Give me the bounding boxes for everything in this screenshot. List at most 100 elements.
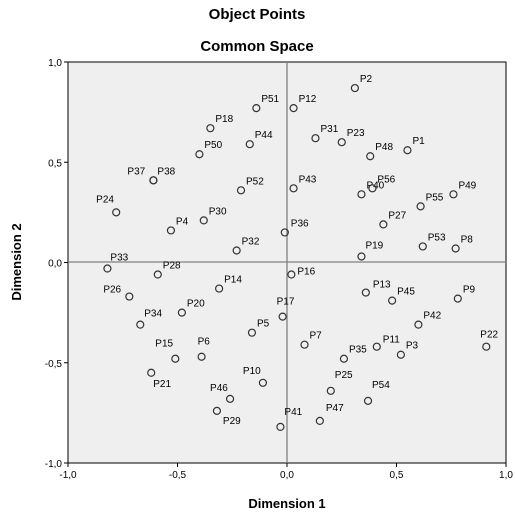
point-label-p9: P9 — [463, 285, 476, 296]
x-axis-title: Dimension 1 — [248, 496, 325, 511]
point-label-p37: P37 — [127, 166, 145, 177]
point-label-p13: P13 — [373, 280, 391, 291]
point-label-p34: P34 — [144, 309, 162, 320]
point-label-p45: P45 — [397, 287, 415, 298]
y-tick-label: -1,0 — [45, 459, 63, 470]
point-label-p19: P19 — [365, 240, 383, 251]
point-label-p43: P43 — [299, 174, 317, 185]
point-label-p35: P35 — [349, 345, 367, 356]
point-label-p14: P14 — [224, 275, 242, 286]
point-marker-p50 — [195, 150, 204, 159]
point-marker-p14 — [215, 284, 224, 293]
point-marker-p35 — [339, 354, 349, 363]
point-marker-p5 — [247, 328, 257, 337]
point-marker-p7 — [300, 340, 309, 349]
point-label-p42: P42 — [423, 311, 441, 322]
point-label-p26: P26 — [103, 285, 121, 296]
point-label-p16: P16 — [297, 267, 315, 278]
point-label-p11: P11 — [383, 335, 400, 346]
point-marker-p16 — [287, 270, 296, 279]
point-label-p8: P8 — [461, 234, 474, 245]
point-marker-p3 — [396, 350, 405, 359]
point-label-p21: P21 — [153, 379, 171, 390]
point-marker-p41 — [276, 422, 285, 432]
point-marker-p45 — [388, 296, 397, 305]
point-marker-p46 — [225, 394, 235, 403]
point-label-p30: P30 — [209, 206, 227, 217]
point-marker-p53 — [418, 242, 427, 251]
point-marker-p30 — [199, 216, 208, 225]
point-label-p2: P2 — [360, 74, 373, 85]
point-marker-p28 — [153, 270, 162, 279]
point-marker-p10 — [258, 378, 268, 387]
point-marker-p47 — [315, 416, 324, 425]
point-label-p54: P54 — [372, 380, 390, 391]
point-marker-p8 — [451, 244, 460, 253]
point-label-p49: P49 — [458, 180, 476, 191]
point-label-p25: P25 — [335, 370, 353, 381]
y-tick-label: 0,5 — [48, 158, 62, 169]
point-marker-p44 — [245, 140, 254, 149]
point-marker-p29 — [212, 406, 222, 415]
point-marker-p54 — [363, 396, 373, 405]
point-marker-p12 — [289, 104, 298, 113]
chart-subtitle: Common Space — [200, 38, 313, 55]
point-label-p41: P41 — [284, 407, 302, 418]
point-label-p17: P17 — [277, 297, 295, 308]
point-label-p3: P3 — [406, 341, 419, 352]
point-label-p23: P23 — [347, 128, 365, 139]
point-label-p33: P33 — [110, 253, 128, 264]
point-label-p50: P50 — [204, 140, 222, 151]
point-marker-p19 — [357, 252, 366, 261]
point-marker-p15 — [171, 354, 180, 363]
y-tick-label: -0,5 — [45, 359, 63, 370]
chart-title: Object Points — [209, 6, 306, 23]
point-marker-p49 — [449, 190, 458, 199]
point-label-p48: P48 — [375, 142, 393, 153]
point-marker-p38 — [149, 176, 158, 185]
point-label-p28: P28 — [163, 261, 181, 272]
point-label-p52: P52 — [246, 176, 264, 187]
point-marker-p33 — [103, 264, 112, 273]
point-label-p20: P20 — [187, 299, 205, 310]
y-axis-title: Dimension 2 — [9, 223, 24, 300]
y-tick-label: 1,0 — [48, 58, 62, 69]
point-label-p36: P36 — [291, 218, 309, 229]
point-label-p51: P51 — [261, 94, 279, 105]
point-marker-p42 — [414, 320, 423, 329]
point-marker-p18 — [206, 124, 215, 133]
point-label-p18: P18 — [215, 114, 233, 125]
point-label-p10: P10 — [243, 366, 261, 377]
point-marker-p9 — [453, 294, 462, 303]
x-tick-label: 1,0 — [499, 470, 513, 481]
point-marker-p40 — [357, 190, 366, 199]
point-marker-p2 — [350, 83, 359, 93]
point-label-p22: P22 — [480, 330, 498, 341]
point-label-p4: P4 — [176, 216, 189, 227]
point-label-p15: P15 — [155, 339, 173, 350]
point-label-p7: P7 — [310, 331, 323, 342]
point-marker-p1 — [403, 146, 412, 155]
x-tick-label: 0,5 — [390, 470, 404, 481]
point-marker-p31 — [311, 134, 320, 143]
point-label-p55: P55 — [426, 192, 444, 203]
point-label-p44: P44 — [255, 130, 273, 141]
point-label-p56: P56 — [377, 174, 395, 185]
point-marker-p36 — [280, 228, 289, 237]
point-marker-p51 — [252, 104, 261, 113]
point-label-p5: P5 — [257, 319, 270, 330]
point-marker-p4 — [166, 226, 176, 235]
x-tick-label: -0,5 — [169, 470, 187, 481]
point-marker-p25 — [326, 386, 335, 395]
point-label-p1: P1 — [412, 136, 425, 147]
point-marker-p11 — [372, 342, 381, 351]
point-label-p6: P6 — [198, 337, 211, 348]
point-label-p38: P38 — [157, 166, 175, 177]
point-marker-p48 — [366, 152, 375, 161]
point-marker-p43 — [289, 184, 298, 193]
point-marker-p13 — [361, 288, 370, 297]
x-tick-label: 0,0 — [280, 470, 294, 481]
point-label-p12: P12 — [299, 94, 317, 105]
point-marker-p21 — [147, 368, 156, 377]
